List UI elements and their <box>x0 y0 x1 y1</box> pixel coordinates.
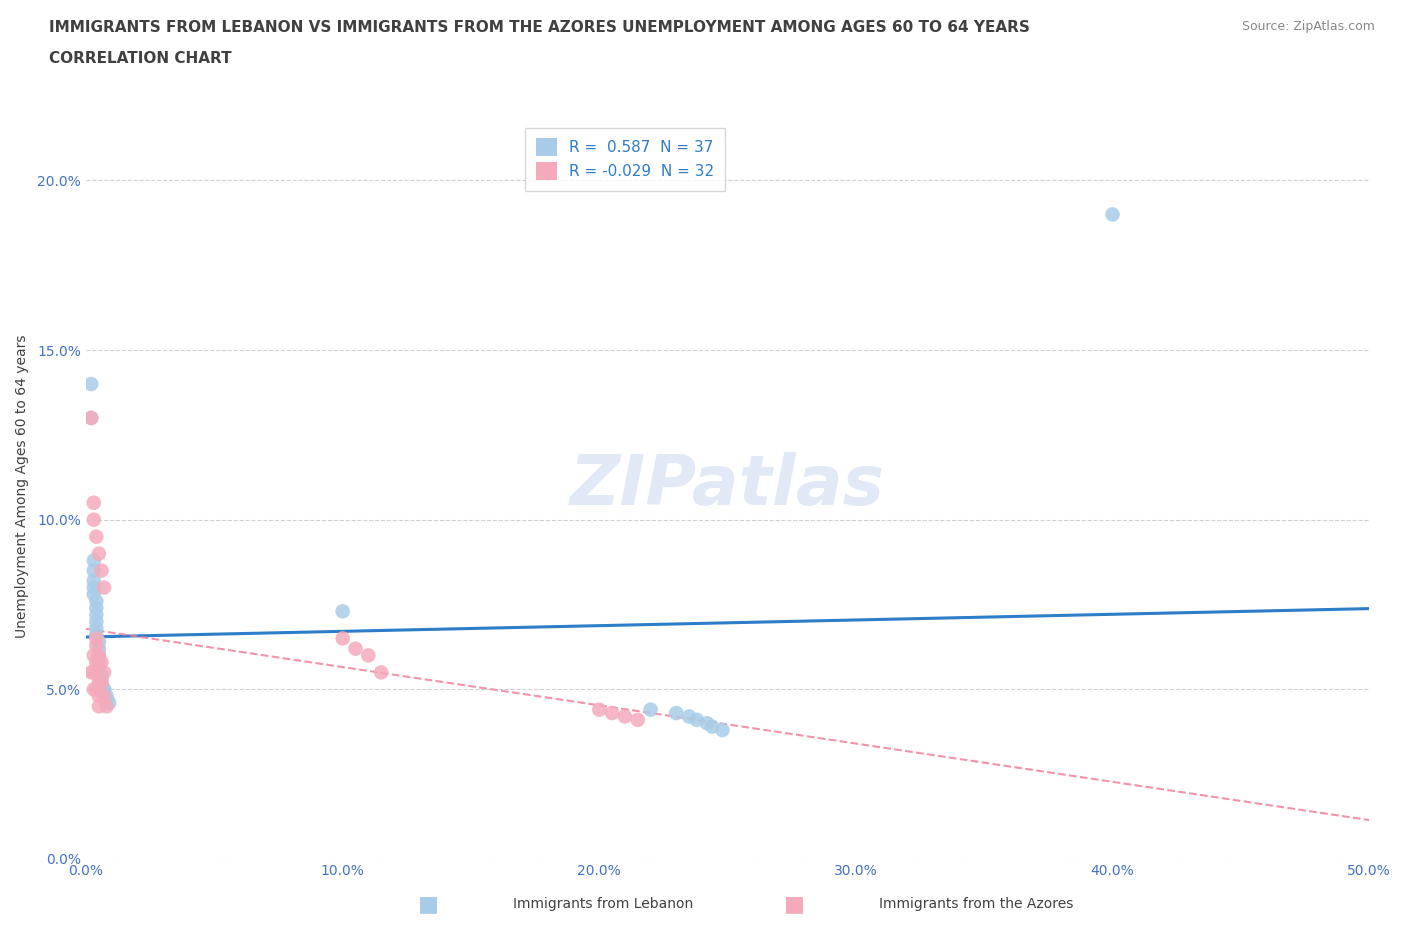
Point <box>83 553 105 568</box>
Point <box>98 696 121 711</box>
Point <box>686 712 709 727</box>
Point <box>83 648 105 663</box>
Point <box>613 709 636 724</box>
Point <box>696 716 718 731</box>
Point <box>83 682 105 697</box>
Point <box>332 604 354 618</box>
Point <box>87 698 110 713</box>
Point <box>83 587 105 602</box>
Point <box>90 671 112 686</box>
Text: ■: ■ <box>419 894 439 914</box>
Point <box>86 607 108 622</box>
Point <box>86 614 108 629</box>
Point <box>86 638 108 653</box>
Point <box>678 709 700 724</box>
Point <box>640 702 662 717</box>
Point <box>93 682 115 697</box>
Text: Immigrants from Lebanon: Immigrants from Lebanon <box>513 897 693 911</box>
Point <box>83 573 105 588</box>
Point <box>90 679 112 694</box>
Point <box>83 580 105 595</box>
Text: ■: ■ <box>785 894 804 914</box>
Point <box>87 689 110 704</box>
Point <box>96 698 118 713</box>
Point <box>90 675 112 690</box>
Point <box>83 564 105 578</box>
Point <box>93 665 115 680</box>
Text: Source: ZipAtlas.com: Source: ZipAtlas.com <box>1241 20 1375 33</box>
Point <box>86 682 108 697</box>
Point <box>93 685 115 700</box>
Point <box>86 655 108 670</box>
Point <box>357 648 380 663</box>
Point <box>83 512 105 527</box>
Point <box>90 655 112 670</box>
Point <box>80 410 103 425</box>
Point <box>1101 207 1123 222</box>
Legend: R =  0.587  N = 37, R = -0.029  N = 32: R = 0.587 N = 37, R = -0.029 N = 32 <box>524 127 725 191</box>
Point <box>665 706 688 721</box>
Point <box>80 410 103 425</box>
Point <box>702 719 724 734</box>
Point <box>344 641 367 656</box>
Text: CORRELATION CHART: CORRELATION CHART <box>49 51 232 66</box>
Point <box>83 665 105 680</box>
Text: IMMIGRANTS FROM LEBANON VS IMMIGRANTS FROM THE AZORES UNEMPLOYMENT AMONG AGES 60: IMMIGRANTS FROM LEBANON VS IMMIGRANTS FR… <box>49 20 1031 35</box>
Point <box>87 648 110 663</box>
Point <box>86 601 108 616</box>
Point <box>86 621 108 636</box>
Point <box>96 689 118 704</box>
Point <box>711 723 734 737</box>
Point <box>87 648 110 663</box>
Point <box>86 631 108 645</box>
Point <box>87 546 110 561</box>
Point <box>86 529 108 544</box>
Point <box>332 631 354 645</box>
Point <box>370 665 392 680</box>
Point <box>600 706 623 721</box>
Point <box>87 655 110 670</box>
Y-axis label: Unemployment Among Ages 60 to 64 years: Unemployment Among Ages 60 to 64 years <box>15 334 30 638</box>
Point <box>87 641 110 656</box>
Point <box>87 675 110 690</box>
Point <box>90 564 112 578</box>
Point <box>93 689 115 704</box>
Point <box>93 580 115 595</box>
Point <box>588 702 610 717</box>
Point <box>90 669 112 684</box>
Point <box>93 682 115 697</box>
Point <box>87 661 110 676</box>
Text: ZIPatlas: ZIPatlas <box>569 452 886 519</box>
Point <box>83 496 105 511</box>
Point <box>90 675 112 690</box>
Point <box>80 377 103 392</box>
Point <box>80 665 103 680</box>
Text: Immigrants from the Azores: Immigrants from the Azores <box>879 897 1073 911</box>
Point <box>96 692 118 707</box>
Point <box>86 628 108 643</box>
Point <box>87 634 110 649</box>
Point <box>627 712 650 727</box>
Point <box>86 593 108 608</box>
